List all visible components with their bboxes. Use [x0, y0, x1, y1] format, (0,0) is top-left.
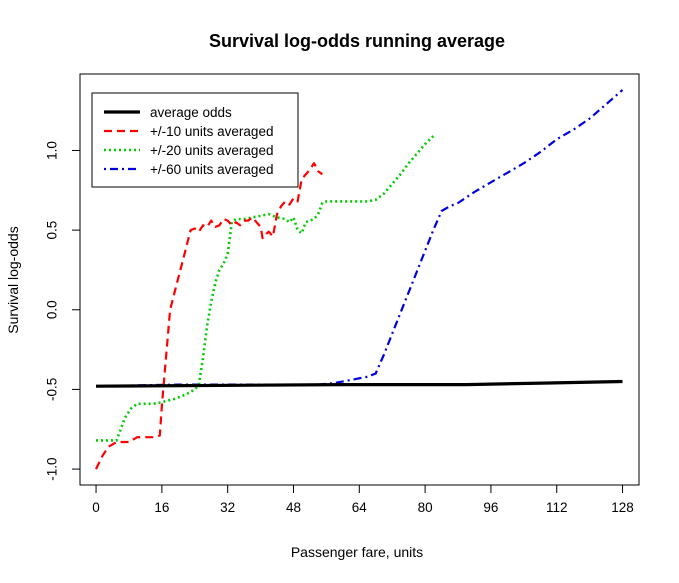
y-tick-label: 0.0: [45, 300, 60, 319]
y-tick-label: -1.0: [45, 457, 60, 480]
x-tick-label: 128: [611, 500, 634, 515]
legend-label-10-units: +/-10 units averaged: [150, 124, 273, 139]
legend-box: [91, 92, 299, 188]
x-tick-label: 64: [352, 500, 368, 515]
x-tick-label: 0: [92, 500, 100, 515]
series-line-1: [95, 379, 623, 388]
y-tick-label: 1.0: [45, 141, 60, 160]
x-tick-label: 80: [418, 500, 433, 515]
y-axis-label: Survival log-odds: [5, 226, 21, 333]
x-tick-label: 16: [154, 500, 169, 515]
y-axis: -1.0 -0.5 0.0 0.5 1.0: [45, 141, 81, 481]
series-layer: [95, 89, 624, 470]
legend: average odds +/-10 units averaged +/-20 …: [91, 92, 299, 188]
x-tick-label: 32: [220, 500, 235, 515]
legend-keys: [104, 110, 140, 171]
legend-label-20-units: +/-20 units averaged: [150, 143, 273, 158]
x-tick-label: 48: [286, 500, 301, 515]
x-axis: 0 16 32 48 64 80 96 112 128: [92, 484, 634, 515]
chart-title: Survival log-odds running average: [209, 31, 505, 51]
series-line-3: [96, 135, 435, 442]
legend-label-60-units: +/-60 units averaged: [150, 162, 273, 177]
x-axis-label: Passenger fare, units: [291, 544, 423, 560]
legend-label-average-odds: average odds: [150, 105, 232, 120]
x-tick-label: 112: [546, 500, 568, 515]
y-tick-label: -0.5: [45, 378, 60, 401]
x-tick-label: 96: [483, 500, 498, 515]
series-line-2: [95, 162, 323, 470]
y-tick-label: 0.5: [45, 221, 60, 240]
series-line-4: [95, 89, 624, 388]
